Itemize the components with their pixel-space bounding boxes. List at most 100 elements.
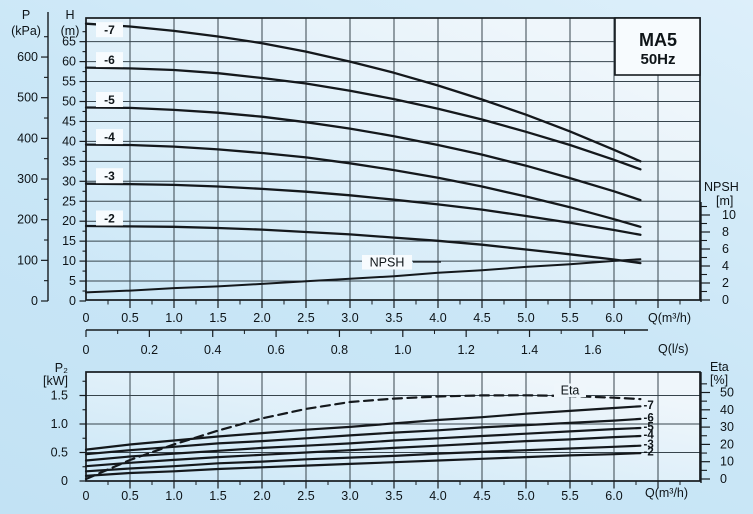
flow-tick-label: 3.0 xyxy=(341,489,358,503)
head-tick-label: 30 xyxy=(62,174,76,188)
curve-label-box xyxy=(96,52,123,68)
eta-annotation: Eta xyxy=(561,384,580,398)
head-tick-label: 0 xyxy=(69,294,76,308)
pressure-tick-label: 300 xyxy=(17,172,38,186)
npsh-tick-label: 4 xyxy=(722,259,729,273)
head-tick-label: 50 xyxy=(62,95,76,109)
eta-tick-label: 0 xyxy=(720,472,727,486)
curve-label--2: -2 xyxy=(104,212,115,226)
head-tick-label: 15 xyxy=(62,234,76,248)
eta-tick-label: 50 xyxy=(720,386,734,400)
flow-axis-title-bottom: Q(m³/h) xyxy=(645,486,689,500)
curve-label--7: -7 xyxy=(104,23,115,37)
flow-tick-label: 0 xyxy=(83,311,90,325)
curve--3 xyxy=(84,444,642,473)
hq-plot-area xyxy=(86,18,700,300)
flow-tick-label: 5.0 xyxy=(517,489,534,503)
flow-ls-tick-label: 0.8 xyxy=(331,343,348,357)
head-tick-label: 65 xyxy=(62,35,76,49)
pressure-tick-label: 400 xyxy=(17,131,38,145)
npsh-axis-title: NPSH xyxy=(704,180,739,194)
flow-axis-title-ls: Q(l/s) xyxy=(658,342,689,356)
flow-tick-label: 6.0 xyxy=(605,489,622,503)
flow-tick-label: 6.0 xyxy=(605,311,622,325)
flow-ls-tick-label: 1.2 xyxy=(457,343,474,357)
curve--4 xyxy=(84,434,642,468)
curve--4 xyxy=(84,143,642,228)
frequency-label: 50Hz xyxy=(640,51,675,68)
curve--5 xyxy=(84,426,642,462)
flow-tick-label: 1.0 xyxy=(165,489,182,503)
npsh-tick-label: 2 xyxy=(722,276,729,290)
head-tick-label: 60 xyxy=(62,55,76,69)
power-curve-label--3: -3 xyxy=(644,439,654,451)
pressure-tick-label: 0 xyxy=(31,294,38,308)
power-axis-unit: [kW] xyxy=(43,374,68,388)
head-tick-label: 40 xyxy=(62,134,76,148)
npsh-annotation: NPSH xyxy=(370,256,405,270)
curve-label-box xyxy=(96,168,123,184)
curve-label--5: -5 xyxy=(104,93,115,107)
pressure-axis-unit: (kPa) xyxy=(11,24,41,38)
curve-label-box xyxy=(96,210,123,226)
power-curve-label--2: -2 xyxy=(644,447,654,459)
eta-axis-unit: [%] xyxy=(710,373,729,387)
eta-axis-title: Eta xyxy=(710,360,729,374)
npsh-tick-label: 10 xyxy=(722,208,736,222)
eta-tick-label: 20 xyxy=(720,437,734,451)
flow-ls-tick-label: 0 xyxy=(83,343,90,357)
curve-label-box xyxy=(96,92,123,108)
flow-axis-title-top: Q(m³/h) xyxy=(648,311,692,325)
eta-tick-label: 30 xyxy=(720,420,734,434)
eta-tick-label: 40 xyxy=(720,403,734,417)
flow-tick-label: 4.0 xyxy=(429,311,446,325)
flow-tick-label: 1.5 xyxy=(209,489,226,503)
power-axis-title: P₂ xyxy=(54,361,68,375)
flow-ls-tick-label: 0.2 xyxy=(141,343,158,357)
flow-tick-label: 2.0 xyxy=(253,311,270,325)
curve-label--4: -4 xyxy=(104,130,115,144)
power-curve-label--4: -4 xyxy=(644,429,655,441)
curve--5 xyxy=(84,106,642,202)
flow-tick-label: 1.5 xyxy=(209,311,226,325)
flow-ls-tick-label: 0.4 xyxy=(204,343,221,357)
power-tick-label: 1.5 xyxy=(51,389,68,403)
title-box xyxy=(614,17,701,76)
npsh-axis-unit: [m] xyxy=(716,194,734,208)
flow-tick-label: 4.5 xyxy=(473,489,490,503)
curve--6 xyxy=(84,66,642,171)
eta-tick-label: 10 xyxy=(720,455,734,469)
flow-tick-label: 3.0 xyxy=(341,311,358,325)
flow-tick-label: 2.5 xyxy=(297,311,314,325)
flow-tick-label: 0.5 xyxy=(121,311,138,325)
npsh-annotation-box xyxy=(362,255,412,270)
head-tick-label: 55 xyxy=(62,75,76,89)
hq-chart: 0100200300400500600051015202530354045505… xyxy=(17,12,736,357)
flow-tick-label: 5.5 xyxy=(561,311,578,325)
power-frame xyxy=(85,371,701,482)
npsh-tick-label: 0 xyxy=(722,293,729,307)
power-plot-area xyxy=(86,372,700,481)
power-tick-label: 1.0 xyxy=(51,417,68,431)
head-tick-label: 20 xyxy=(62,214,76,228)
npsh-tick-label: 8 xyxy=(722,225,729,239)
curve--3 xyxy=(84,182,642,236)
flow-ls-tick-label: 1.0 xyxy=(394,343,411,357)
pressure-tick-label: 200 xyxy=(17,213,38,227)
flow-tick-label: 0.5 xyxy=(121,489,138,503)
flow-tick-label: 4.5 xyxy=(473,311,490,325)
head-tick-label: 25 xyxy=(62,194,76,208)
flow-tick-label: 1.0 xyxy=(165,311,182,325)
pressure-axis-title: P xyxy=(21,8,31,22)
curve--6 xyxy=(84,417,642,456)
flow-ls-tick-label: 1.4 xyxy=(521,343,538,357)
flow-tick-label: 3.5 xyxy=(385,489,402,503)
head-tick-label: 45 xyxy=(62,114,76,128)
flow-tick-label: 3.5 xyxy=(385,311,402,325)
power-curve-label--6: -6 xyxy=(644,412,654,424)
power-eta-chart: 0 0.5 1.0 1.5 0 0.5 1.0 1.5 2.0 2.5 3.0 3.5 4.0 4.5 5.… xyxy=(51,371,734,503)
flow-tick-label: 5.0 xyxy=(517,311,534,325)
eta-annotation-box xyxy=(554,383,586,397)
